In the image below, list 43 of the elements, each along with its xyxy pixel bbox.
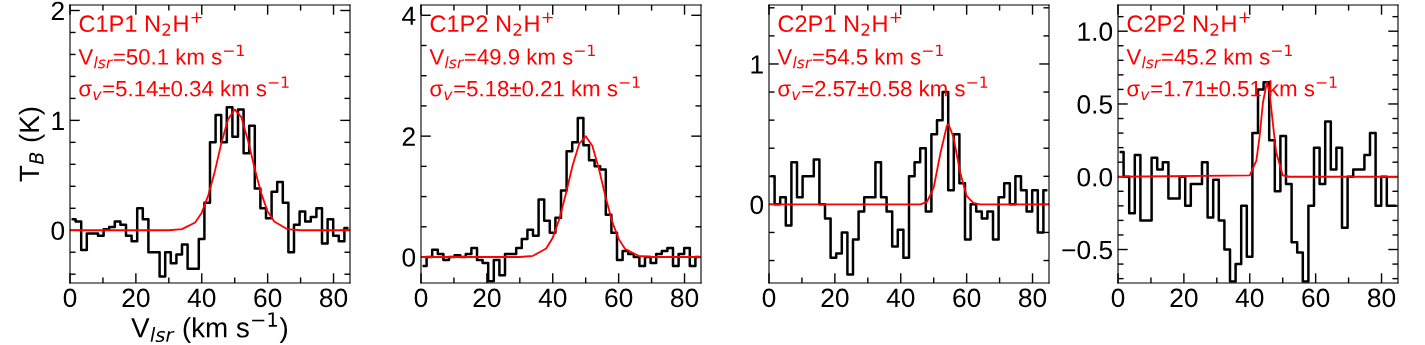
y-tick-label: 0.5 — [1077, 95, 1113, 114]
x-tick-label: 60 — [1302, 288, 1330, 308]
y-tick-label: 0 — [51, 221, 65, 241]
x-axis-title: V$_{lsr}$ (km s$^{−1}$) — [131, 312, 288, 344]
annotation: C2P2 N$_{2}$H$^{+}$ — [1127, 12, 1250, 36]
annotation: V$_{lsr}$=45.2 km s$^{−1}$ — [1126, 44, 1292, 69]
annotation: V$_{lsr}$=54.5 km s$^{−1}$ — [777, 44, 943, 69]
x-tick-label: 20 — [821, 288, 849, 308]
y-tick-label: 0 — [402, 248, 416, 267]
annotation: V$_{lsr}$=49.9 km s$^{−1}$ — [429, 44, 595, 69]
y-tick-label: 1.0 — [1078, 22, 1113, 42]
y-tick-label: 2 — [402, 127, 415, 146]
x-tick-label: 80 — [1019, 288, 1047, 308]
annotation: σ$_{v}$=5.14±0.34 km s$^{−1}$ — [79, 76, 289, 100]
annotation: V$_{lsr}$=50.1 km s$^{−1}$ — [78, 44, 244, 69]
y-tick-label: 1 — [751, 55, 763, 74]
y-tick-label: 2 — [51, 1, 64, 21]
line-series — [421, 135, 701, 258]
x-tick-label: 40 — [538, 288, 567, 308]
y-axis-title: T$_{B}$ (K) — [18, 107, 45, 182]
line-series — [769, 123, 1049, 206]
line-series — [70, 108, 350, 232]
y-tick-label: 4 — [402, 6, 416, 25]
x-tick-label: 80 — [1368, 288, 1396, 308]
y-tick-label: −0.5 — [1062, 240, 1113, 260]
x-tick-label: 20 — [473, 288, 501, 308]
x-tick-label: 80 — [671, 288, 699, 308]
x-tick-label: 60 — [953, 288, 981, 308]
annotation: σ$_{v}$=2.57±0.58 km s$^{−1}$ — [778, 76, 988, 100]
annotation: C1P1 N$_{2}$H$^{+}$ — [79, 12, 202, 36]
x-tick-label: 40 — [1235, 288, 1264, 308]
x-tick-label: 60 — [254, 288, 282, 308]
annotation: C1P2 N$_{2}$H$^{+}$ — [430, 12, 553, 36]
x-tick-label: 20 — [1170, 288, 1198, 308]
x-tick-label: 40 — [886, 288, 915, 308]
annotation: σ$_{v}$=5.18±0.21 km s$^{−1}$ — [430, 76, 640, 100]
x-tick-label: 80 — [320, 288, 348, 308]
x-tick-label: 60 — [605, 288, 633, 308]
y-tick-label: 0.0 — [1077, 167, 1113, 187]
y-tick-label: 1 — [52, 111, 64, 130]
x-tick-label: 40 — [187, 288, 216, 308]
annotation: C2P1 N$_{2}$H$^{+}$ — [778, 12, 901, 36]
x-tick-label: 20 — [122, 288, 150, 308]
